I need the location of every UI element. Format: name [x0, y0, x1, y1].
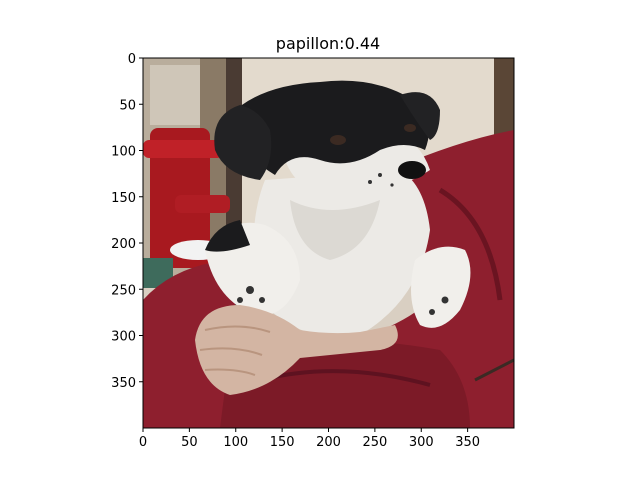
y-tick-label: 100 [111, 145, 136, 160]
dog [205, 80, 471, 337]
y-tick-label: 150 [111, 191, 136, 206]
hydrant [143, 128, 230, 268]
y-tick-label: 300 [111, 330, 136, 345]
x-tick-label: 200 [316, 435, 341, 450]
x-tick-label: 300 [409, 435, 434, 450]
x-tick-label: 250 [362, 435, 387, 450]
x-axis: 0 50 100 150 200 250 300 350 [139, 428, 480, 450]
y-tick-label: 0 [128, 52, 136, 67]
y-tick-label: 200 [111, 237, 136, 252]
photo [143, 58, 514, 428]
x-tick-label: 100 [223, 435, 248, 450]
y-tick-label: 50 [119, 98, 136, 113]
hands [195, 305, 398, 395]
figure-title: papillon:0.44 [276, 34, 380, 53]
y-axis: 0 50 100 150 200 250 300 350 [111, 52, 143, 391]
x-tick-label: 150 [270, 435, 295, 450]
y-tick-label: 250 [111, 283, 136, 298]
x-tick-label: 350 [455, 435, 480, 450]
y-tick-label: 350 [111, 376, 136, 391]
x-tick-label: 0 [139, 435, 147, 450]
x-tick-label: 50 [181, 435, 198, 450]
